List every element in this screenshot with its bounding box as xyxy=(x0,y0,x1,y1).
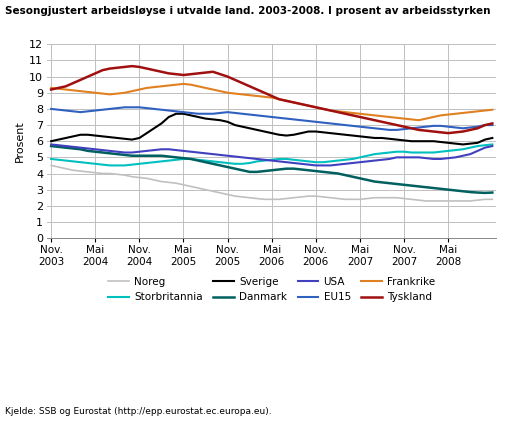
Text: Sesongjustert arbeidsløyse i utvalde land. 2003-2008. I prosent av arbeidsstyrke: Sesongjustert arbeidsløyse i utvalde lan… xyxy=(5,6,491,16)
Text: Kjelde: SSB og Eurostat (http://epp.eurostat.ec.europa.eu).: Kjelde: SSB og Eurostat (http://epp.euro… xyxy=(5,407,272,416)
Legend: Noreg, Storbritannia, Sverige, Danmark, USA, EU15, Frankrike, Tyskland: Noreg, Storbritannia, Sverige, Danmark, … xyxy=(104,273,439,306)
Y-axis label: Prosent: Prosent xyxy=(15,120,25,162)
